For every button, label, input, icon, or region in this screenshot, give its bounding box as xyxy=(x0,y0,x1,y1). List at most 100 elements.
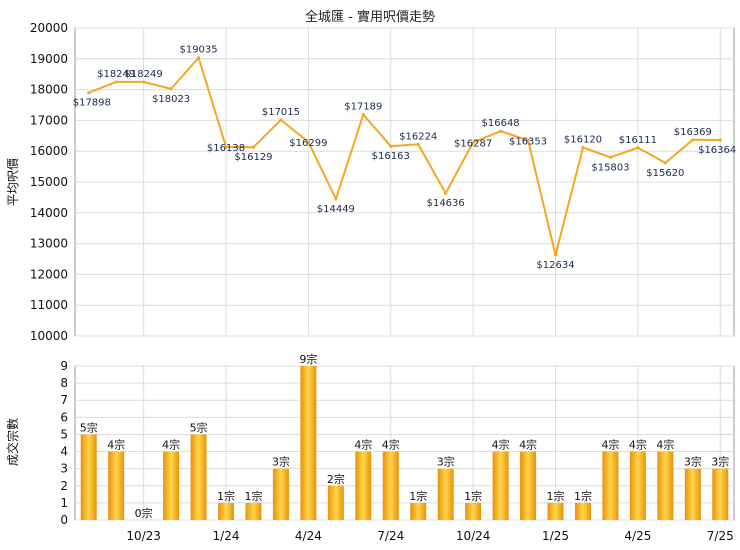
price-point xyxy=(196,56,201,60)
price-data-label: $16353 xyxy=(509,136,547,147)
volume-bar xyxy=(492,451,509,520)
price-data-label: $16369 xyxy=(674,127,712,138)
price-y-tick-label: 16000 xyxy=(30,144,68,158)
volume-y-tick-label: 7 xyxy=(60,393,68,407)
price-y-tick-label: 10000 xyxy=(30,329,68,343)
volume-bar xyxy=(300,366,317,520)
volume-data-label: 5宗 xyxy=(80,420,98,434)
volume-y-tick-label: 2 xyxy=(60,479,68,493)
price-y-tick-label: 20000 xyxy=(30,21,68,35)
volume-bar xyxy=(574,502,591,520)
price-data-label: $17015 xyxy=(262,107,300,118)
price-point xyxy=(279,118,283,122)
volume-y-tick-label: 0 xyxy=(60,513,68,527)
volume-data-label: 1宗 xyxy=(464,489,482,503)
price-point xyxy=(416,142,420,146)
volume-data-label: 4宗 xyxy=(629,438,647,452)
price-data-label: $18249 xyxy=(125,69,163,80)
price-point xyxy=(526,138,530,142)
price-point xyxy=(334,197,338,201)
price-point xyxy=(581,145,585,150)
price-y-tick-label: 15000 xyxy=(30,175,68,189)
x-tick-label: 10/23 xyxy=(126,529,161,543)
volume-bar xyxy=(547,502,564,520)
volume-bar xyxy=(163,451,180,520)
price-y-tick-label: 14000 xyxy=(30,206,68,220)
volume-bar xyxy=(520,451,537,520)
price-point xyxy=(361,112,365,117)
price-line xyxy=(88,56,721,256)
price-point xyxy=(169,87,173,91)
volume-y-tick-label: 9 xyxy=(60,359,68,373)
volume-y-tick-label: 4 xyxy=(60,445,68,459)
volume-y-tick-label: 5 xyxy=(60,427,68,441)
price-data-label: $12634 xyxy=(536,260,574,271)
volume-bar xyxy=(410,502,427,520)
price-data-label: $16299 xyxy=(289,138,327,149)
volume-bar xyxy=(382,451,399,520)
volume-bar xyxy=(272,468,289,520)
price-data-label: $16287 xyxy=(454,138,492,149)
x-tick-label: 10/24 xyxy=(456,529,491,543)
volume-bar xyxy=(327,485,344,520)
volume-bar xyxy=(602,451,619,520)
volume-data-label: 3宗 xyxy=(711,455,729,469)
volume-data-label: 1宗 xyxy=(217,489,235,503)
volume-data-label: 1宗 xyxy=(244,489,262,503)
price-data-label: $16163 xyxy=(372,151,410,162)
price-data-label: $15803 xyxy=(591,162,629,173)
volume-bar xyxy=(190,434,207,520)
price-data-label: $15620 xyxy=(646,168,684,179)
volume-bar-panel: 0 1 2 3 4 5 6 7 8 9 成交宗數 5宗 4宗 0宗 4宗 5宗 1宗 1宗 3宗 9宗 2宗 4宗 4宗… xyxy=(5,352,735,543)
price-data-label: $16111 xyxy=(619,135,657,146)
volume-data-label: 3宗 xyxy=(437,455,455,469)
price-data-label: $16648 xyxy=(482,118,520,129)
volume-data-label: 9宗 xyxy=(299,352,317,366)
volume-bar xyxy=(245,502,262,520)
price-point xyxy=(718,138,722,142)
x-tick-label: 4/24 xyxy=(295,529,322,543)
price-point xyxy=(251,145,256,149)
volume-bar xyxy=(108,451,125,520)
price-data-label: $19035 xyxy=(179,45,217,56)
price-data-label: $18249 xyxy=(97,69,135,80)
price-y-tick-label: 17000 xyxy=(30,113,68,127)
volume-data-label: 4宗 xyxy=(107,438,125,452)
price-point xyxy=(691,138,695,142)
volume-bar xyxy=(437,468,454,520)
volume-bar xyxy=(712,468,729,520)
price-data-label: $17189 xyxy=(344,102,382,113)
volume-data-label: 4宗 xyxy=(519,438,537,452)
volume-data-label: 3宗 xyxy=(684,455,702,469)
volume-data-label: 4宗 xyxy=(162,438,180,452)
volume-bar xyxy=(465,502,482,520)
volume-y-tick-label: 3 xyxy=(60,462,68,476)
volume-data-label: 0宗 xyxy=(135,506,153,520)
x-tick-label: 1/24 xyxy=(213,529,240,543)
volume-data-label: 3宗 xyxy=(272,455,290,469)
price-data-label: $18023 xyxy=(152,94,190,105)
price-data-label: $16120 xyxy=(564,135,602,146)
volume-y-axis-label: 成交宗數 xyxy=(5,418,20,466)
price-data-label: $14449 xyxy=(317,204,355,215)
volume-data-label: 1宗 xyxy=(547,489,565,503)
price-y-tick-label: 18000 xyxy=(30,83,68,97)
volume-data-label: 1宗 xyxy=(409,489,427,503)
price-y-tick-label: 19000 xyxy=(30,52,68,66)
chart-title: 全城匯 - 實用呎價走勢 xyxy=(305,9,435,25)
x-tick-label: 7/24 xyxy=(377,529,404,543)
price-point xyxy=(114,80,118,84)
volume-y-tick-label: 1 xyxy=(60,496,68,510)
volume-y-tick-label: 6 xyxy=(60,410,68,424)
price-point xyxy=(499,129,503,133)
price-point xyxy=(608,155,613,159)
price-point xyxy=(142,80,146,84)
volume-data-label: 5宗 xyxy=(190,420,208,434)
price-data-label: $16224 xyxy=(399,131,437,142)
price-point xyxy=(389,144,393,148)
volume-bar xyxy=(629,451,646,520)
volume-plot-frame xyxy=(74,365,735,521)
x-tick-label: 1/25 xyxy=(542,529,569,543)
price-line-panel: 10000 11000 12000 13000 14000 15000 16000 17000… xyxy=(6,21,736,343)
volume-data-label: 4宗 xyxy=(656,438,674,452)
